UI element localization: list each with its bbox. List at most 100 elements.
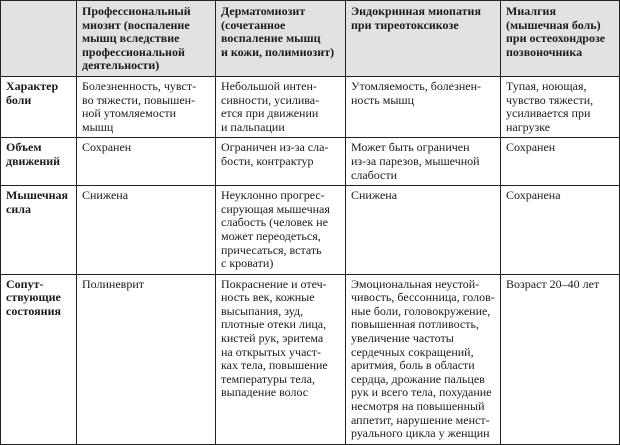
table-cell: Может быть ограничен из-за парезов, мышеч…: [345, 137, 501, 187]
text-line: чувство тяжести,: [506, 92, 594, 107]
text-line: сердечных сокращений,: [351, 344, 474, 359]
text-line: Неуклонно прогрес-: [221, 188, 325, 203]
column-header: Профессиональный миозит (воспаление мышц в…: [76, 0, 216, 77]
table-cell: Сохранена: [500, 185, 620, 275]
text-line: Ограничен из-за сла-: [221, 140, 329, 155]
text-line: сердца, дрожание пальцев: [351, 371, 485, 386]
table-cell: Эмоциональная неустой-чивость, бессонниц…: [345, 273, 501, 445]
text-line: ность мышц: [351, 92, 415, 107]
header-corner-cell: [0, 0, 77, 77]
text-line: Полиневрит: [82, 276, 144, 291]
text-line: Утомляемость, болезнен-: [351, 78, 482, 93]
text-line: боли: [6, 92, 32, 107]
text-line: рук и всего тела, похудание: [351, 385, 492, 400]
text-line: позвоночника: [506, 44, 583, 59]
text-line: Покраснение и отеч-: [221, 276, 327, 291]
table-cell: Неуклонно прогрес-сирующая мышечная слабо…: [215, 185, 346, 275]
text-line: ность век, кожные: [221, 290, 315, 305]
table-cell: Покраснение и отеч-ность век, кожные высы…: [215, 273, 346, 445]
row-header: Характер боли: [0, 75, 77, 139]
table-cell: Ограничен из-за сла-бости, контрактур: [215, 137, 346, 187]
text-line: мышц: [82, 119, 114, 134]
table-cell: Возраст 20–40 лет: [500, 273, 620, 445]
text-line: миозит (воспаление: [82, 17, 190, 32]
text-line: аритмия, боль в области: [351, 358, 475, 373]
text-line: Миалгия: [506, 4, 556, 18]
text-line: и пальпации: [221, 119, 285, 134]
text-line: Сохранена: [506, 188, 561, 203]
text-line: Объем: [6, 140, 42, 155]
text-line: Сохранен: [82, 140, 132, 155]
table-cell: Снижена: [76, 185, 216, 275]
text-line: причесаться, встать: [221, 242, 322, 257]
text-line: ется при движении: [221, 106, 319, 121]
text-line: Характер: [6, 78, 59, 93]
text-line: мышц вследствие: [82, 31, 180, 46]
text-line: ной утомляемости: [82, 106, 177, 121]
text-line: бости, контрактур: [221, 153, 314, 168]
text-line: (мышечная боль): [506, 17, 601, 32]
text-line: Болезненность, чувст-: [82, 78, 197, 93]
table-cell: Сохранен: [500, 137, 620, 187]
text-line: состояния: [6, 303, 61, 318]
text-line: с кровати): [221, 256, 274, 271]
text-line: (сочетанное: [221, 17, 286, 32]
text-line: Профессиональный: [82, 4, 191, 18]
text-line: ках тела, повышение: [221, 358, 328, 373]
table-cell: Болезненность, чувст-во тяжести, повышен…: [76, 75, 216, 139]
text-line: слабости: [351, 167, 398, 182]
table-cell: Сохранен: [76, 137, 216, 187]
text-line: и кожи, полимиозит): [221, 44, 335, 59]
text-line: Снижена: [82, 188, 129, 203]
text-line: температуры тела,: [221, 371, 315, 386]
table-body: Характер боли Болезненность, чувст-во тяже…: [0, 75, 620, 445]
text-line: увеличение частоты: [351, 331, 454, 346]
table-row: Объем движений Сохранен Ограничен из-за сла…: [0, 137, 620, 187]
text-line: при остеохондрозе: [506, 31, 606, 46]
text-line: движений: [6, 153, 61, 168]
table-row: Характер боли Болезненность, чувст-во тяже…: [0, 75, 620, 139]
text-line: усиливается при: [506, 106, 591, 121]
column-header: Эндокринная миопатия при тиреотоксикозе: [345, 0, 501, 77]
text-line: плотные отеки лица,: [221, 317, 327, 332]
text-line: деятельности): [82, 58, 160, 73]
table-row: Мышечная сила Снижена Неуклонно прогрес-сир…: [0, 185, 620, 275]
text-line: из-за парезов, мышечной: [351, 153, 480, 168]
text-line: нагрузке: [506, 119, 551, 134]
text-line: во тяжести, повышен-: [82, 92, 196, 107]
text-line: может переодеться,: [221, 228, 321, 243]
text-line: Эмоциональная неустой-: [351, 276, 480, 291]
text-line: Небольшой интен-: [221, 78, 317, 93]
row-header: Объем движений: [0, 137, 77, 187]
text-line: высыпания, зуд,: [221, 303, 304, 318]
text-line: Может быть ограничен: [351, 140, 470, 155]
table-cell: Утомляемость, болезнен-ность мышц: [345, 75, 501, 139]
text-line: кистей рук, эритема: [221, 331, 324, 346]
table-row: Сопут-ствующие состояния Полиневрит Покрасн…: [0, 273, 620, 445]
header-row: Профессиональный миозит (воспаление мышц в…: [0, 0, 620, 77]
text-line: руального цикла у женщин: [351, 426, 490, 441]
text-line: слабость (человек не: [221, 215, 328, 230]
text-line: сирующая мышечная: [221, 201, 330, 216]
column-header: Дерматомиозит (сочетанное воспаление мышц и…: [215, 0, 346, 77]
text-line: на открытых участ-: [221, 344, 321, 359]
text-line: профессиональной: [82, 44, 185, 59]
row-header: Мышечная сила: [0, 185, 77, 275]
table-cell: Тупая, ноющая, чувство тяжести, усиливаетс…: [500, 75, 620, 139]
text-line: воспаление мышц: [221, 31, 321, 46]
text-line: ные боли, головокружение,: [351, 303, 491, 318]
row-header: Сопут-ствующие состояния: [0, 273, 77, 445]
text-line: аппетит, нарушение менст-: [351, 412, 490, 427]
text-line: выпадение волос: [221, 385, 309, 400]
text-line: сила: [6, 201, 31, 216]
table-cell: Небольшой интен-сивности, усилива-ется п…: [215, 75, 346, 139]
text-line: Снижена: [351, 188, 398, 203]
table-cell: Полиневрит: [76, 273, 216, 445]
text-line: несмотря на повышенный: [351, 399, 485, 414]
text-line: сивности, усилива-: [221, 92, 320, 107]
text-line: Сопут-: [6, 276, 44, 291]
column-header: Миалгия (мышечная боль) при остеохондрозе п…: [500, 0, 620, 77]
text-line: при тиреотоксикозе: [351, 17, 459, 32]
table-header: Профессиональный миозит (воспаление мышц в…: [0, 0, 620, 77]
